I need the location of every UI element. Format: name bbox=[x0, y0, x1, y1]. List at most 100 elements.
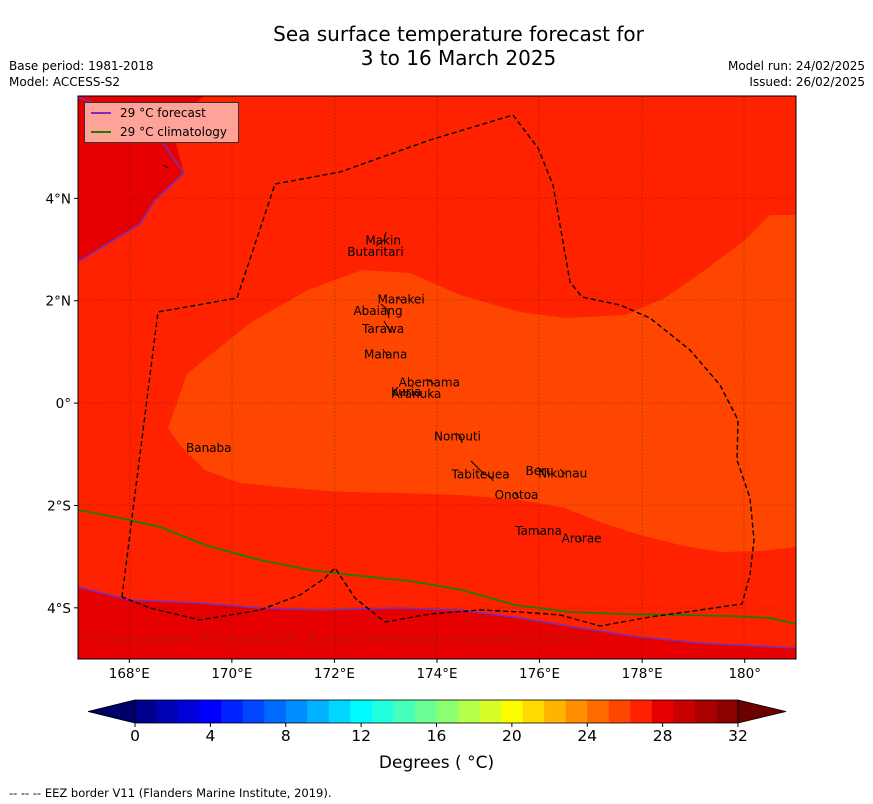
map-gridlines bbox=[78, 96, 796, 659]
colorbar-tick-label: 0 bbox=[130, 727, 140, 745]
x-tick-label: 176°E bbox=[519, 666, 560, 682]
colorbar-tick-label: 16 bbox=[427, 727, 447, 745]
map-legend: 29 °C forecast 29 °C climatology bbox=[84, 102, 239, 143]
x-axis-ticks: 168°E 170°E 172°E 174°E 176°E 178°E 180° bbox=[109, 659, 761, 682]
island-label: Tamana bbox=[514, 524, 562, 538]
colorbar-swatch bbox=[328, 700, 351, 723]
forecast-29c-contour-south bbox=[78, 586, 796, 649]
copyright-text: © Commonwealth of Australia 2025, Bureau… bbox=[83, 632, 589, 646]
y-axis-ticks: 4°N 2°N 0° 2°S 4°S bbox=[46, 191, 78, 617]
sst-map bbox=[78, 96, 796, 659]
colorbar-swatch bbox=[199, 700, 222, 723]
colorbar-under-arrow bbox=[87, 699, 136, 724]
island-label: Arorae bbox=[562, 532, 602, 546]
island-label: Nonouti bbox=[434, 429, 481, 443]
island-label: Beru bbox=[525, 464, 553, 478]
colorbar-swatch bbox=[565, 700, 588, 723]
model-text: Model: ACCESS-S2 bbox=[9, 75, 121, 89]
colorbar-swatch bbox=[350, 700, 373, 723]
x-tick-label: 174°E bbox=[416, 666, 457, 682]
colorbar-swatch bbox=[414, 700, 437, 723]
colorbar-swatch bbox=[458, 700, 480, 723]
colorbar-swatch bbox=[479, 700, 502, 723]
colorbar-swatch bbox=[436, 700, 459, 723]
colorbar-swatch bbox=[522, 700, 545, 723]
colorbar-swatch bbox=[264, 700, 287, 723]
eez-border bbox=[121, 114, 755, 627]
island-label: Abaiang bbox=[353, 304, 402, 318]
legend-item-climatology: 29 °C climatology bbox=[91, 123, 227, 141]
legend-climatology-swatch bbox=[91, 130, 111, 133]
legend-forecast-label: 29 °C forecast bbox=[120, 106, 206, 120]
colorbar-swatch bbox=[716, 700, 739, 723]
model-run-text: Model run: 24/02/2025 bbox=[727, 59, 865, 73]
x-tick-label: 180° bbox=[728, 666, 761, 682]
island-label: Banaba bbox=[186, 441, 232, 455]
x-tick-label: 178°E bbox=[622, 666, 663, 682]
island-label: Nikunau bbox=[538, 467, 587, 481]
x-tick-label: 172°E bbox=[314, 666, 355, 682]
island-label: Maiana bbox=[364, 347, 407, 361]
eez-footnote: -- -- -- EEZ border V11 (Flanders Marine… bbox=[9, 786, 332, 800]
colorbar-tick-label: 28 bbox=[653, 727, 673, 745]
y-tick-label: 2°S bbox=[47, 498, 71, 514]
colorbar-ticks: 0 4 8 12 16 20 24 28 32 bbox=[130, 723, 748, 745]
colorbar-swatch bbox=[393, 700, 416, 723]
base-period-text: Base period: 1981-2018 bbox=[9, 59, 154, 73]
island-label: Marakei bbox=[377, 293, 424, 307]
colorbar-over-arrow bbox=[737, 699, 787, 724]
title-line-1: Sea surface temperature forecast for bbox=[273, 22, 644, 46]
title-line-2: 3 to 16 March 2025 bbox=[360, 46, 557, 70]
colorbar-tick-label: 24 bbox=[577, 727, 597, 745]
colorbar-tick-label: 20 bbox=[502, 727, 522, 745]
climatology-29c-contour bbox=[78, 509, 796, 625]
colorbar-swatch bbox=[307, 700, 330, 723]
meta-right: Model run: 24/02/2025 Issued: 26/02/2025 bbox=[728, 58, 865, 90]
legend-item-forecast: 29 °C forecast bbox=[91, 104, 206, 122]
colorbar-swatch bbox=[673, 700, 696, 723]
colorbar-swatch bbox=[608, 700, 631, 723]
colorbar-tick-label: 4 bbox=[205, 727, 215, 745]
y-tick-label: 4°N bbox=[46, 191, 71, 207]
colorbar-swatch bbox=[178, 700, 201, 723]
island-label: Makin bbox=[365, 233, 401, 247]
colorbar-swatch bbox=[221, 700, 244, 723]
colorbar-swatch bbox=[651, 700, 674, 723]
colorbar-swatch bbox=[156, 700, 179, 723]
colorbar-tick-label: 12 bbox=[351, 727, 371, 745]
legend-climatology-label: 29 °C climatology bbox=[120, 125, 228, 139]
island-label: Tabiteuea bbox=[451, 468, 510, 482]
y-tick-label: 4°S bbox=[47, 601, 71, 617]
colorbar bbox=[87, 699, 787, 724]
island-label: Aranuka bbox=[392, 387, 442, 401]
island-label: Onotoa bbox=[495, 488, 539, 502]
island-label: Tarawa bbox=[361, 322, 404, 336]
colorbar-swatch bbox=[501, 700, 524, 723]
colorbar-swatch bbox=[694, 700, 717, 723]
colorbar-swatch bbox=[242, 700, 265, 723]
island-label: Abemama bbox=[399, 376, 460, 390]
colorbar-swatch bbox=[371, 700, 394, 723]
island-label: Kuria bbox=[391, 385, 422, 399]
y-tick-label: 0° bbox=[56, 396, 71, 412]
colorbar-swatch bbox=[544, 700, 567, 723]
x-tick-label: 170°E bbox=[211, 666, 252, 682]
colorbar-tick-label: 8 bbox=[281, 727, 291, 745]
colorbar-label: Degrees ( °C) bbox=[378, 753, 495, 773]
island-outlines bbox=[162, 164, 583, 542]
colorbar-swatch bbox=[135, 700, 157, 723]
issued-text: Issued: 26/02/2025 bbox=[749, 75, 865, 89]
y-tick-label: 2°N bbox=[46, 294, 71, 310]
x-tick-label: 168°E bbox=[109, 666, 150, 682]
colorbar-swatch bbox=[587, 700, 610, 723]
legend-forecast-swatch bbox=[91, 111, 111, 114]
colorbar-tick-label: 32 bbox=[728, 727, 748, 745]
meta-left: Base period: 1981-2018 Model: ACCESS-S2 bbox=[9, 58, 154, 90]
island-label: Butaritari bbox=[347, 245, 404, 259]
sst-fill-28-warm-pool bbox=[168, 215, 796, 552]
colorbar-swatch bbox=[630, 700, 653, 723]
sst-fill-30-south bbox=[78, 587, 796, 659]
colorbar-swatch bbox=[285, 700, 308, 723]
